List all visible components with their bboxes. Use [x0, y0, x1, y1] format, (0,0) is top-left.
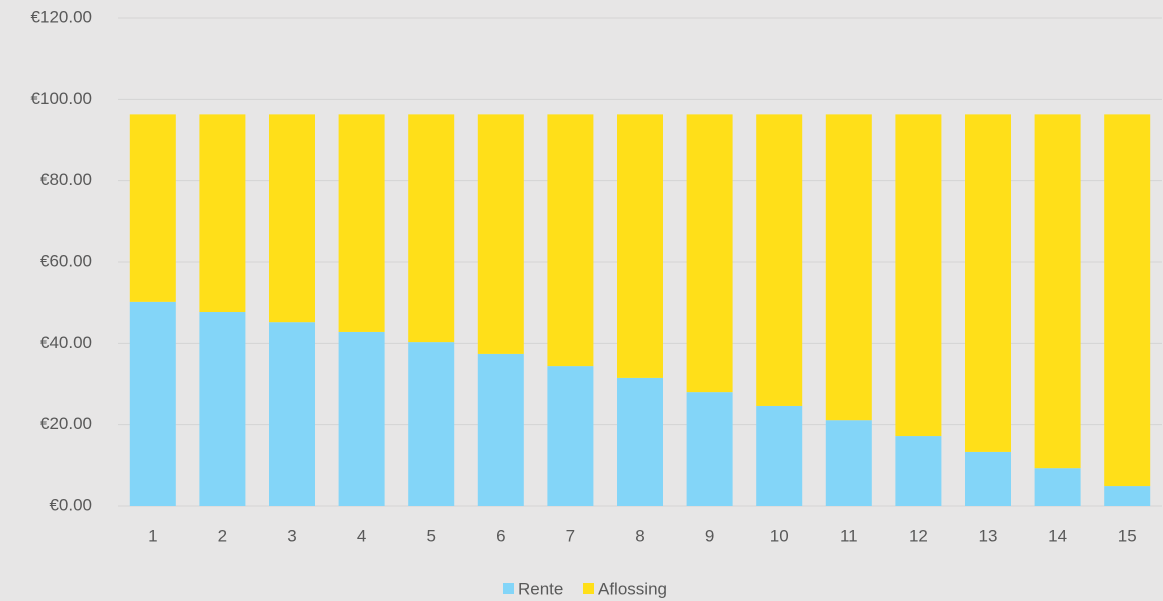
bar-segment: [617, 114, 663, 378]
bar-segment: [1104, 486, 1151, 506]
legend-label: Rente: [518, 579, 563, 598]
bar-segment: [199, 114, 246, 313]
x-tick-label: 2: [218, 526, 227, 545]
x-tick-label: 4: [357, 526, 366, 545]
x-tick-label: 10: [770, 526, 789, 545]
bar-segment: [129, 301, 176, 506]
bar-segment: [269, 322, 315, 506]
x-tick-label: 7: [566, 526, 575, 545]
bar-segment: [686, 114, 733, 393]
x-tick-label: 8: [635, 526, 644, 545]
bar-segment: [1034, 114, 1081, 469]
x-tick-label: 13: [979, 526, 998, 545]
x-tick-label: 5: [426, 526, 435, 545]
bar-segment: [408, 114, 455, 343]
x-tick-label: 12: [909, 526, 928, 545]
x-tick-label: 3: [287, 526, 296, 545]
y-tick-label: €60.00: [40, 251, 92, 270]
bar-segment: [756, 114, 803, 406]
x-tick-label: 9: [705, 526, 714, 545]
x-tick-label: 1: [148, 526, 157, 545]
y-tick-label: €40.00: [40, 333, 92, 352]
bar-segment: [825, 420, 872, 506]
bar-segment: [338, 331, 385, 506]
x-tick-label: 6: [496, 526, 505, 545]
bar-segment: [199, 312, 246, 506]
bar-segment: [1034, 468, 1081, 506]
bar-segment: [338, 114, 385, 332]
bar-segment: [617, 377, 663, 506]
bar-segment: [895, 436, 942, 506]
legend-label: Aflossing: [598, 579, 667, 598]
y-tick-label: €0.00: [49, 495, 92, 514]
x-tick-label: 15: [1118, 526, 1137, 545]
y-tick-label: €20.00: [40, 414, 92, 433]
legend-swatch: [503, 583, 514, 594]
bar-segment: [756, 405, 803, 506]
bar-segment: [1104, 114, 1151, 487]
legend-swatch: [583, 583, 594, 594]
bar-segment: [965, 451, 1011, 506]
bar-segment: [477, 114, 524, 354]
bar-segment: [129, 114, 176, 302]
bar-segment: [965, 114, 1011, 452]
bar-segment: [477, 353, 524, 506]
y-tick-label: €100.00: [31, 89, 92, 108]
bar-segment: [269, 114, 315, 323]
x-tick-label: 14: [1048, 526, 1067, 545]
y-tick-label: €120.00: [31, 7, 92, 26]
x-tick-label: 11: [840, 526, 858, 545]
bar-segment: [547, 366, 594, 506]
y-tick-label: €80.00: [40, 170, 92, 189]
bar-segment: [408, 342, 455, 506]
bar-segment: [686, 392, 733, 506]
bar-segment: [825, 114, 872, 421]
bar-segment: [547, 114, 594, 367]
bar-segment: [895, 114, 942, 437]
